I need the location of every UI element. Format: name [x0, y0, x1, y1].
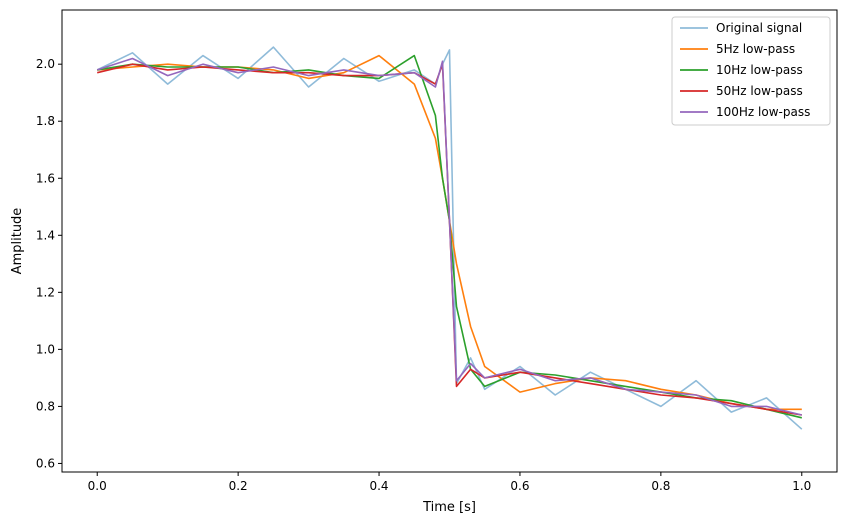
- legend: Original signal 5Hz low-pass 10Hz low-pass…: [671, 16, 831, 126]
- y-tick-label: 1.6: [36, 171, 55, 185]
- series-line-0: [96, 46, 803, 430]
- legend-label: 5Hz low-pass: [716, 42, 795, 56]
- x-axis: 0.0 0.2 0.4 0.6 0.8 1.0: [88, 472, 811, 493]
- legend-label: 10Hz low-pass: [716, 63, 803, 77]
- x-tick-label: 1.0: [792, 479, 811, 493]
- y-tick-label: 0.8: [36, 399, 55, 413]
- y-axis-label: Amplitude: [10, 208, 25, 275]
- x-tick-label: 0.4: [369, 479, 388, 493]
- x-tick-label: 0.0: [88, 479, 107, 493]
- legend-label: 50Hz low-pass: [716, 84, 803, 98]
- legend-label: Original signal: [716, 21, 802, 35]
- legend-label: 100Hz low-pass: [716, 105, 810, 119]
- x-tick-label: 0.8: [651, 479, 670, 493]
- y-tick-label: 1.8: [36, 114, 55, 128]
- y-tick-label: 1.0: [36, 342, 55, 356]
- legend-box: [671, 16, 831, 126]
- x-tick-label: 0.6: [510, 479, 529, 493]
- y-tick-label: 1.4: [36, 228, 55, 242]
- x-tick-label: 0.2: [229, 479, 248, 493]
- y-tick-label: 1.2: [36, 285, 55, 299]
- y-tick-label: 0.6: [36, 456, 55, 470]
- series-line-4: [96, 57, 802, 416]
- x-axis-label: Time [s]: [422, 500, 476, 515]
- series-layer: [96, 46, 803, 430]
- y-tick-label: 2.0: [36, 57, 55, 71]
- plot-frame: [61, 9, 838, 473]
- y-axis: 0.6 0.8 1.0 1.2 1.4 1.6 1.8 2.0: [36, 57, 62, 470]
